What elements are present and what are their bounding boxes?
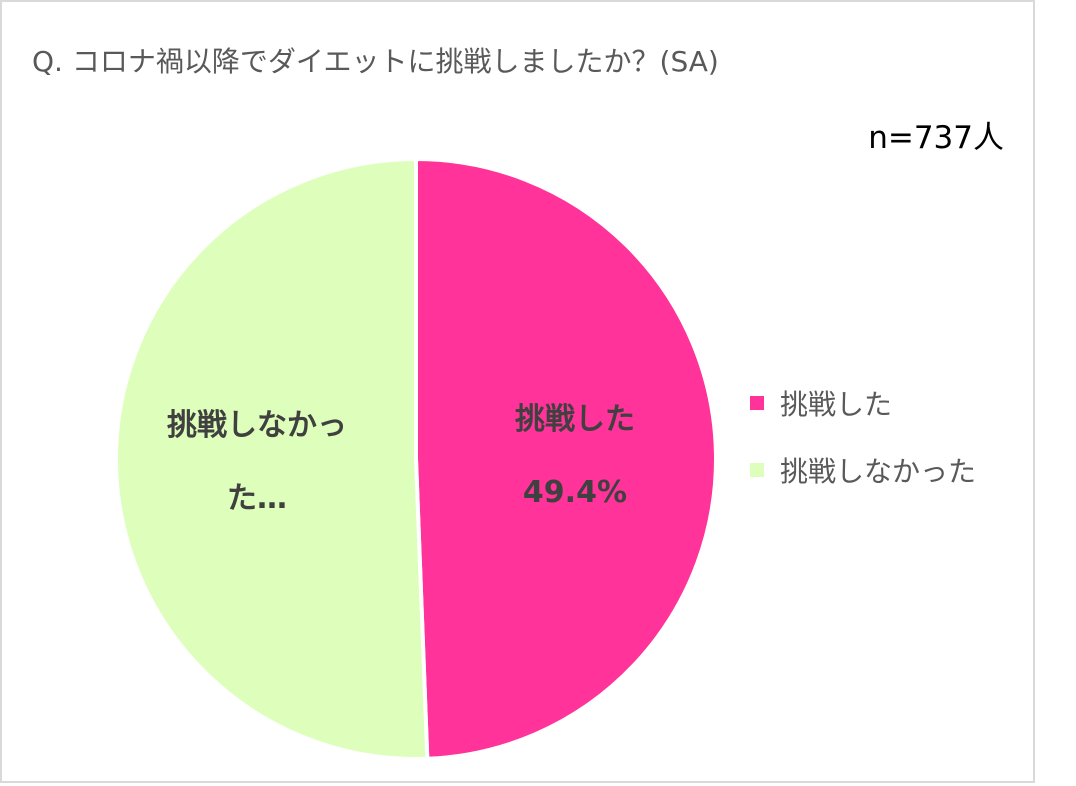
chart-title: Q. コロナ禍以降でダイエットに挑戦しましたか？(SA) xyxy=(32,45,719,78)
slice-label: 挑戦しなかった… xyxy=(150,389,365,535)
legend-swatch xyxy=(750,463,764,477)
slice-name: 挑戦しなかった… xyxy=(167,407,348,516)
slice-name: 挑戦した xyxy=(514,402,635,437)
slice-label: 挑戦した 49.4% xyxy=(467,383,682,529)
legend-item: 挑戦しなかった xyxy=(750,450,976,490)
value-label: 49.4% xyxy=(522,475,627,510)
pie-slice xyxy=(114,156,430,761)
legend-swatch xyxy=(750,396,764,410)
legend-item: 挑戦した xyxy=(750,383,892,423)
legend-label: 挑戦した xyxy=(780,388,893,421)
legend-label: 挑戦しなかった xyxy=(780,455,977,488)
sample-size: n=737人 xyxy=(868,120,1004,156)
pie-slice xyxy=(414,156,718,761)
